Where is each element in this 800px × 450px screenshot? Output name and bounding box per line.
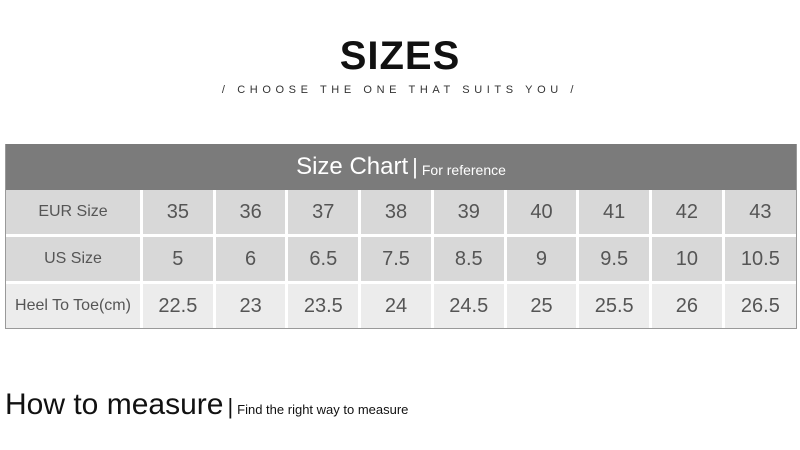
table-row: Heel To Toe(cm) 22.5 23 23.5 24 24.5 25 25.5 26 2… [6, 281, 796, 328]
table-cell: 23.5 [285, 281, 362, 328]
how-to-measure-heading: How to measure | Find the right way to m… [5, 388, 408, 422]
table-cell: 37 [285, 190, 362, 237]
table-cell: 26 [649, 281, 725, 328]
table-cell: 25 [503, 281, 580, 328]
table-cell: 9 [503, 234, 580, 284]
table-cell: 9.5 [576, 234, 653, 284]
table-cell: 39 [430, 190, 507, 237]
size-chart-title: Size Chart [296, 153, 409, 180]
page-subtitle: / CHOOSE THE ONE THAT SUITS YOU / [221, 84, 579, 96]
measure-title: How to measure [5, 388, 224, 421]
row-label: EUR Size [6, 190, 143, 237]
table-cell: 8.5 [430, 234, 507, 284]
table-cell: 41 [576, 190, 653, 237]
row-label: US Size [6, 234, 143, 284]
page-title: SIZES [339, 34, 461, 78]
size-chart-header: Size Chart | For reference [6, 144, 796, 190]
table-cell: 6.5 [285, 234, 362, 284]
table-cell: 25.5 [576, 281, 653, 328]
separator: | [227, 394, 234, 419]
table-cell: 5 [140, 234, 216, 284]
table-cell: 35 [140, 190, 216, 237]
size-chart: Size Chart | For reference EUR Size 35 36 3… [5, 144, 797, 329]
table-cell: 40 [503, 190, 580, 237]
table-cell: 42 [649, 190, 725, 237]
separator: | [412, 154, 418, 179]
table-cell: 10 [649, 234, 725, 284]
size-chart-note: For reference [421, 162, 506, 178]
table-row: US Size 5 6 6.5 7.5 8.5 9 9.5 10 10.5 [6, 234, 796, 284]
table-cell: 43 [721, 190, 796, 237]
table-cell: 26.5 [721, 281, 796, 328]
table-cell: 10.5 [721, 234, 796, 284]
table-cell: 22.5 [140, 281, 216, 328]
table-cell: 38 [358, 190, 434, 237]
table-cell: 6 [212, 234, 289, 284]
table-row: EUR Size 35 36 37 38 39 40 41 42 43 [6, 190, 796, 237]
size-table: EUR Size 35 36 37 38 39 40 41 42 43 US Size 5 6 6.5 7.… [6, 190, 796, 328]
measure-note: Find the right way to measure [237, 402, 409, 417]
table-cell: 23 [212, 281, 289, 328]
table-cell: 7.5 [358, 234, 434, 284]
row-label: Heel To Toe(cm) [6, 281, 143, 328]
table-cell: 24 [358, 281, 434, 328]
table-cell: 24.5 [430, 281, 507, 328]
table-cell: 36 [212, 190, 289, 237]
